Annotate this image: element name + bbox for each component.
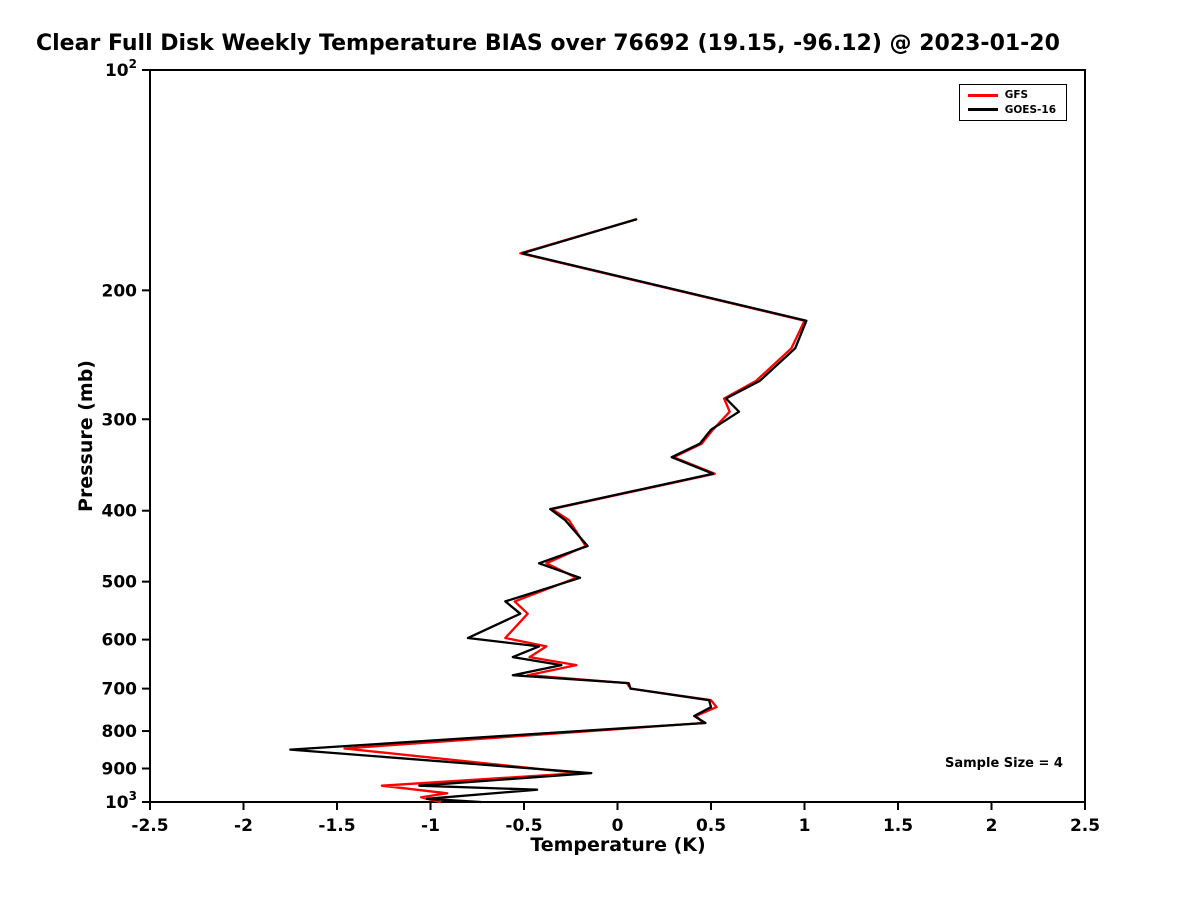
x-tick-label: -1: [421, 816, 440, 836]
x-tick-label: -2: [234, 816, 253, 836]
x-tick-label: -2.5: [131, 816, 168, 836]
y-tick-label: 500: [102, 573, 138, 593]
series-line-goes-16: [289, 218, 808, 804]
x-tick-label: 1.5: [883, 816, 913, 836]
y-tick-label: 800: [102, 722, 138, 742]
x-tick-label: 0.5: [696, 816, 726, 836]
y-tick-label: 700: [102, 680, 138, 700]
y-tick-label: 900: [102, 760, 138, 780]
x-tick-label: 2.5: [1070, 816, 1100, 836]
y-tick-label: 400: [102, 502, 138, 522]
chart-title: Clear Full Disk Weekly Temperature BIAS …: [36, 31, 1060, 56]
gfs-line-swatch: [967, 93, 998, 97]
y-tick-label: 103: [105, 789, 137, 813]
y-tick-label: 200: [102, 281, 138, 301]
plot-border: [149, 69, 1086, 803]
y-tick-label: 102: [105, 57, 137, 81]
x-tick-label: 1: [799, 816, 811, 836]
legend: GFS GOES-16: [958, 84, 1067, 121]
y-tick-label: 600: [102, 631, 138, 651]
y-tick-label: 300: [102, 410, 138, 430]
legend-item-gfs: GFS: [967, 89, 1056, 101]
legend-label-gfs: GFS: [1004, 89, 1029, 101]
x-tick-label: 2: [986, 816, 998, 836]
series-line-gfs: [343, 218, 806, 804]
x-tick-label: 0: [612, 816, 624, 836]
legend-item-goes16: GOES-16: [967, 103, 1056, 116]
legend-label-goes16: GOES-16: [1004, 103, 1056, 116]
x-tick-label: -1.5: [318, 816, 355, 836]
x-axis-label: Temperature (K): [530, 834, 706, 856]
sample-size-annotation: Sample Size = 4: [945, 756, 1063, 771]
goes16-line-swatch: [967, 108, 998, 112]
x-tick-label: -0.5: [505, 816, 542, 836]
